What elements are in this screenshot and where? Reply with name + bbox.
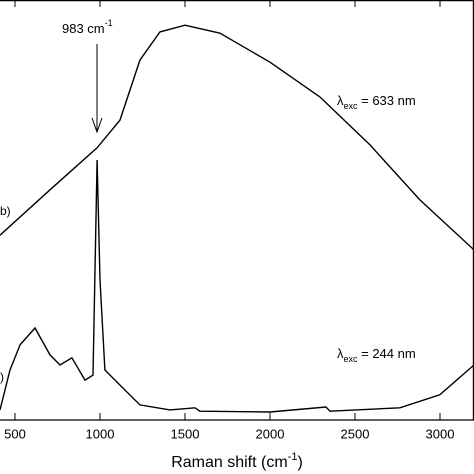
annotation-text: λ [337,93,344,108]
annotation-sup: -1 [105,18,113,28]
x-axis-label-sup: -1 [288,451,298,463]
x-tick-label: 500 [4,426,26,441]
series-line [0,159,474,413]
annotation-text: 983 cm [62,21,105,36]
annotation: ) [0,370,4,384]
annotation-tail: = 244 nm [358,346,416,361]
series-line [0,24,474,251]
annotation: λexc = 633 nm [337,93,416,111]
x-tick-label: 2000 [256,426,285,441]
x-axis-label: Raman shift (cm-1) [171,451,303,471]
annotation-tail: = 633 nm [358,93,416,108]
x-axis-label-text: Raman shift (cm [171,454,287,471]
x-tick-label: 3000 [426,426,455,441]
annotation-sub: exc [344,354,359,364]
x-tick-label: 2500 [341,426,370,441]
x-axis-label-tail: ) [297,454,302,471]
annotation: λexc = 244 nm [337,346,416,364]
annotation-text: λ [337,346,344,361]
annotation-sub: exc [344,101,359,111]
annotation: 983 cm-1 [62,18,113,36]
x-tick-label: 1000 [86,426,115,441]
arrow-head [91,117,103,134]
annotation: b) [0,204,11,218]
x-tick-label: 1500 [171,426,200,441]
